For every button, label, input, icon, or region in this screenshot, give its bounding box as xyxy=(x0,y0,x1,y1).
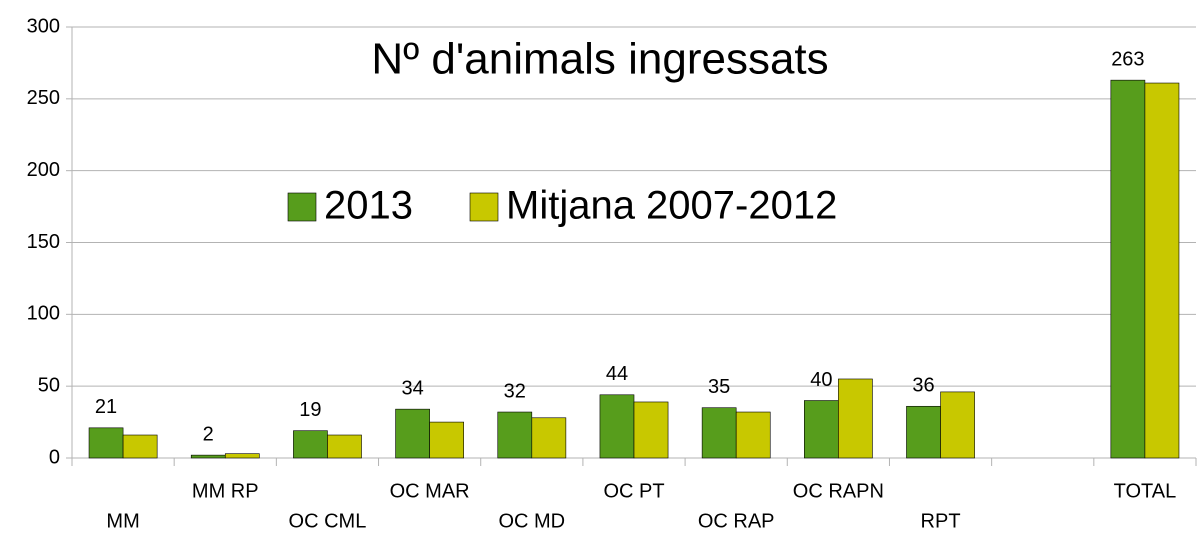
x-tick-label: OC CML xyxy=(289,510,367,532)
data-label: 2 xyxy=(203,423,214,445)
y-tick-label: 250 xyxy=(27,87,60,109)
data-label: 19 xyxy=(299,399,321,421)
x-tick-label: MM RP xyxy=(192,480,259,502)
x-tick-label: OC MAR xyxy=(390,480,470,502)
bar xyxy=(701,407,737,459)
bar xyxy=(633,401,669,459)
x-tick-label: OC RAP xyxy=(698,510,775,532)
bar xyxy=(327,434,362,459)
bar xyxy=(906,405,941,459)
y-tick-label: 50 xyxy=(38,374,60,396)
bar xyxy=(1110,79,1146,459)
bar xyxy=(940,391,975,459)
x-tick-label: OC RAPN xyxy=(793,480,884,502)
data-label: 263 xyxy=(1111,48,1144,70)
data-label: 36 xyxy=(912,375,934,397)
y-tick-label: 0 xyxy=(49,446,60,468)
bar xyxy=(293,430,328,459)
legend-label: 2013 xyxy=(324,184,413,228)
bar xyxy=(395,408,430,459)
y-tick-label: 300 xyxy=(27,15,60,37)
data-label: 35 xyxy=(708,376,730,398)
data-label: 40 xyxy=(810,369,832,391)
bar xyxy=(497,411,533,459)
x-tick-label: MM xyxy=(106,510,139,532)
bar xyxy=(838,378,873,459)
bar xyxy=(429,421,464,459)
data-label: 34 xyxy=(401,377,423,399)
x-tick-label: OC MD xyxy=(498,510,565,532)
x-tick-label: TOTAL xyxy=(1114,480,1177,502)
y-tick-label: 150 xyxy=(27,231,60,253)
bar xyxy=(804,400,839,459)
bar xyxy=(224,453,260,459)
bar xyxy=(122,434,158,459)
legend-swatch xyxy=(469,192,499,222)
data-label: 32 xyxy=(504,380,526,402)
y-tick-label: 200 xyxy=(27,159,60,181)
legend-label: Mitjana 2007-2012 xyxy=(506,184,837,228)
legend-swatch xyxy=(287,192,317,222)
bar xyxy=(599,394,635,459)
chart-title: Nº d'animals ingressats xyxy=(371,35,828,84)
bar xyxy=(1144,82,1180,459)
x-tick-label: OC PT xyxy=(603,480,664,502)
y-tick-label: 100 xyxy=(27,303,60,325)
bar xyxy=(88,427,124,459)
bar xyxy=(735,411,771,459)
data-label: 44 xyxy=(606,363,628,385)
data-label: 21 xyxy=(95,396,117,418)
bar xyxy=(190,454,226,459)
x-tick-label: RPT xyxy=(921,510,961,532)
bar xyxy=(531,417,567,459)
